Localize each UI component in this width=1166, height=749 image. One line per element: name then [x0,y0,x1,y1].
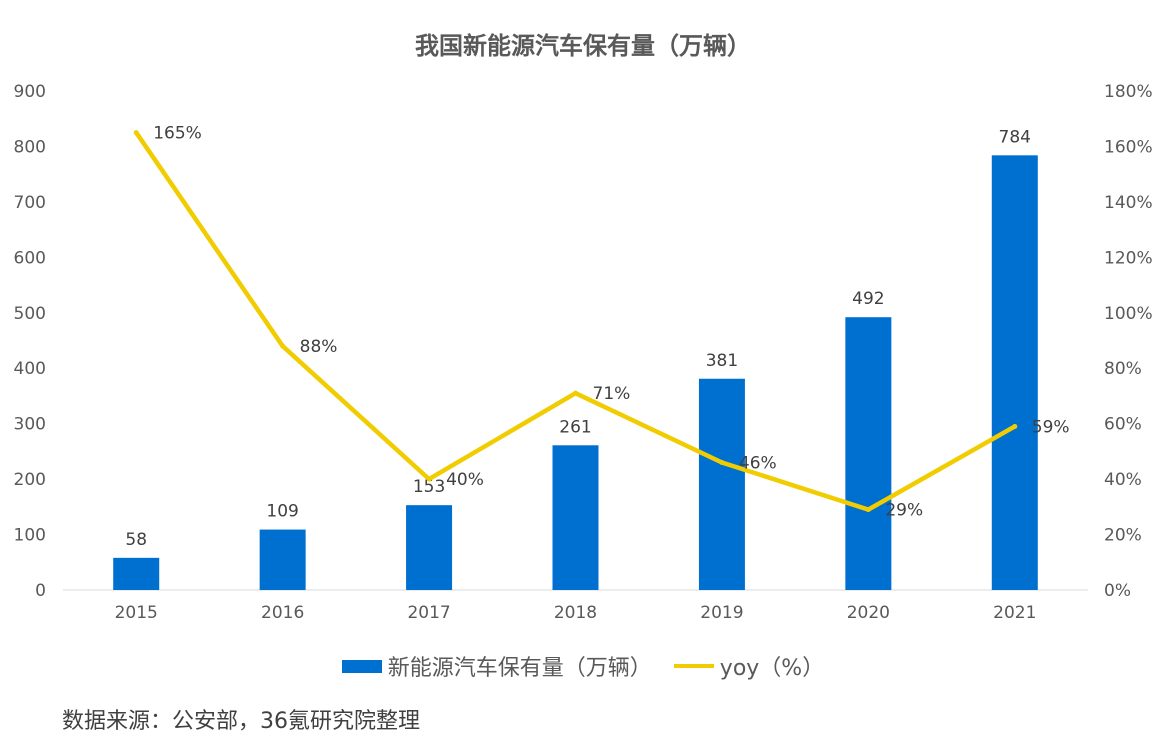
yoy-point [865,507,871,513]
bar [406,505,453,590]
bar-data-label: 492 [852,289,884,309]
legend-item-line: yoy（%） [673,650,825,682]
yoy-point [280,343,286,349]
y-right-tick-label: 0% [1104,581,1131,601]
y-left-tick-label: 300 [14,415,46,435]
y-left-tick-label: 100 [14,526,46,546]
bar [698,378,745,590]
y-left-tick-label: 200 [14,470,46,490]
yoy-point [573,390,578,396]
legend-bar-label: 新能源汽车保有量（万辆） [387,656,652,681]
bar [845,317,892,590]
y-left-tick-label: 600 [14,248,46,268]
y-left-tick-label: 400 [14,359,46,379]
y-right-tick-label: 180% [1104,82,1153,102]
y-right-tick-label: 80% [1104,359,1142,379]
yoy-point [719,459,725,465]
y-left-tick-label: 900 [14,82,46,102]
bar-data-label: 109 [266,502,298,522]
y-right-tick-label: 20% [1104,526,1142,546]
x-tick-label: 2015 [115,603,158,623]
y-left-tick-label: 0 [35,581,46,601]
bar-data-label: 381 [706,351,738,371]
bar [113,557,160,590]
bar-data-label: 784 [999,127,1031,147]
x-tick-label: 2020 [847,603,890,623]
yoy-data-label: 29% [885,501,923,521]
x-tick-label: 2019 [700,603,743,623]
legend-line-label: yoy（%） [719,656,825,681]
x-tick-label: 2021 [993,603,1036,623]
y-left-tick-label: 700 [14,193,46,213]
yoy-data-label: 59% [1032,417,1070,437]
y-right-tick-label: 140% [1104,193,1153,213]
x-tick-label: 2018 [554,603,597,623]
yoy-data-label: 40% [446,470,484,490]
yoy-data-label: 165% [153,124,202,144]
y-right-tick-label: 100% [1104,304,1153,324]
legend-bar-swatch [341,659,382,673]
legend-line-swatch [673,664,714,668]
y-left-tick-label: 500 [14,304,46,324]
y-left-tick-label: 800 [14,137,46,157]
legend: 新能源汽车保有量（万辆） yoy（%） [0,650,1166,682]
bar-data-label: 58 [125,530,147,550]
yoy-data-label: 71% [593,384,631,404]
legend-item-bars: 新能源汽车保有量（万辆） [341,650,652,682]
y-right-tick-label: 120% [1104,248,1153,268]
source-note: 数据来源：公安部，36氪研究院整理 [62,709,420,734]
chart-title: 我国新能源汽车保有量（万辆） [415,32,751,60]
yoy-data-label: 88% [300,337,338,357]
y-right-tick-label: 40% [1104,470,1142,490]
yoy-point [133,130,139,136]
x-tick-label: 2016 [261,603,304,623]
y-right-tick-label: 160% [1104,137,1153,157]
bar [552,445,599,590]
bar-data-label: 261 [559,417,591,437]
bar [259,529,306,590]
yoy-point [426,476,432,482]
yoy-data-label: 46% [739,453,777,473]
bar-data-label: 153 [413,477,445,497]
bar [991,155,1038,590]
yoy-point [1012,423,1018,429]
y-right-tick-label: 60% [1104,415,1142,435]
x-tick-label: 2017 [407,603,450,623]
